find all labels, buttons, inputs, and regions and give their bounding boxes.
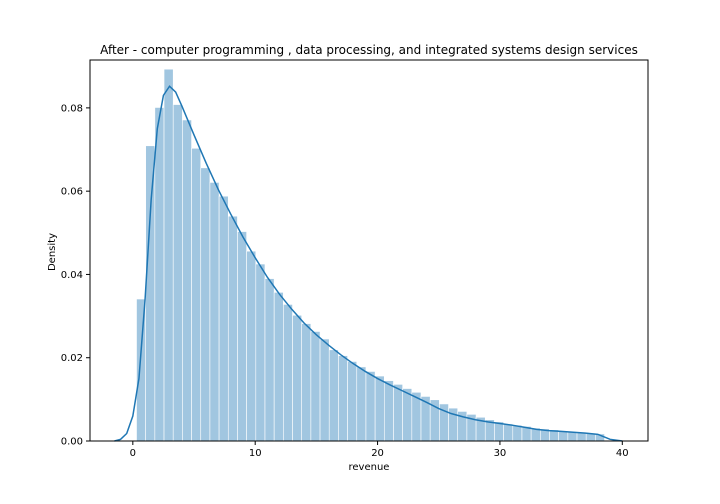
x-axis: 0 10 20 30 40 [130,441,629,459]
histogram-bar [227,215,238,442]
histogram-bar [347,361,358,442]
histogram-bar [283,304,293,442]
y-tick-label: 0.08 [61,103,83,114]
histogram-bar [512,424,523,442]
histogram-bar [273,292,284,442]
histogram-bar [383,380,394,442]
histogram-bar [154,107,165,442]
y-axis-label: Density [47,233,58,271]
y-tick-label: 0.02 [61,353,83,364]
histogram-bar [264,278,275,442]
histogram-bar [356,366,367,442]
histogram-bar [319,338,330,442]
histogram-bar [494,421,504,442]
histogram-bar [172,104,183,442]
histogram-bar [310,331,321,442]
histogram-bar [567,431,578,442]
histogram-bar [191,147,202,442]
histogram-bar [218,195,229,442]
x-tick-label: 30 [494,448,507,459]
y-tick-label: 0.04 [61,270,83,281]
histogram-bar [145,145,156,442]
plot-area-frame [89,59,649,442]
histogram-bar [402,388,413,442]
x-axis-label: revenue [349,462,390,473]
histogram-bar [328,349,339,442]
histogram-bar [182,119,192,442]
histogram-bar [374,375,385,442]
histogram-bar [365,371,376,442]
histogram-bar [292,314,302,442]
histogram-bars [136,68,605,442]
y-tick-label: 0.00 [61,437,83,448]
x-tick-label: 20 [371,448,384,459]
histogram-bar [503,423,514,442]
x-tick-label: 10 [249,448,262,459]
x-tick-label: 0 [130,448,136,459]
histogram-bar [576,432,587,442]
histogram-bar [338,355,348,442]
y-tick-label: 0.06 [61,187,83,198]
y-axis: 0.00 0.02 0.04 0.06 0.08 [61,103,90,448]
kde-curve [114,85,623,442]
histogram-bar [393,384,403,442]
histogram-bar [200,167,211,442]
histogram-bar [163,68,174,442]
histogram-bar [246,250,257,442]
histogram-bar [255,263,266,442]
x-tick-label: 40 [616,448,629,459]
histogram-bar [237,231,247,442]
chart-title: After - computer programming , data proc… [100,43,638,57]
histogram-bar [301,323,312,442]
histogram-bar [136,298,146,442]
histogram-bar [209,182,220,442]
